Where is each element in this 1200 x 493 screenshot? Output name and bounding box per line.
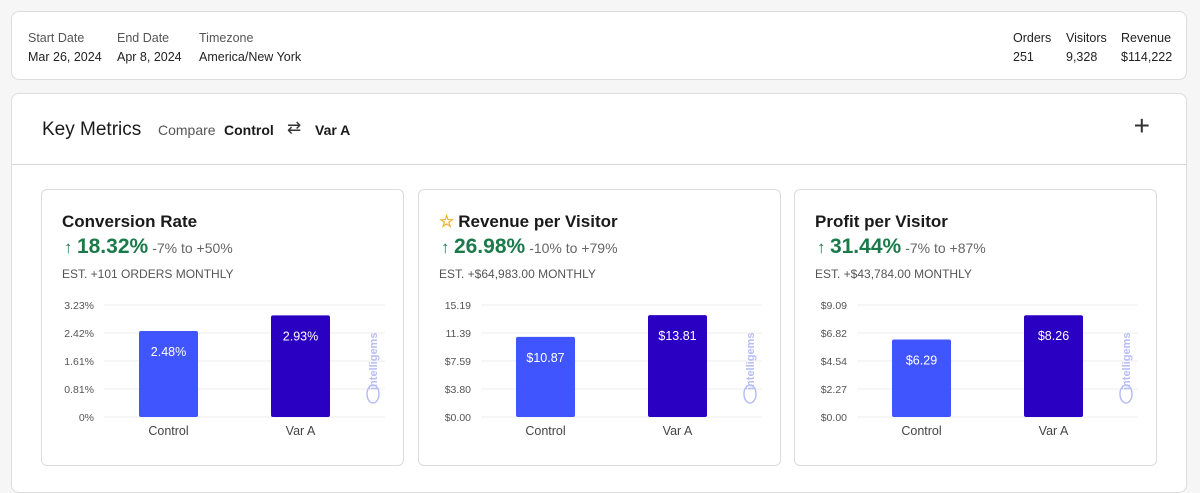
metric-title-text: Revenue per Visitor — [458, 212, 618, 231]
metric-title-text: Profit per Visitor — [815, 212, 948, 231]
y-tick-label: $6.82 — [821, 328, 847, 340]
y-tick-label: $9.09 — [821, 300, 847, 312]
data-label: $13.81 — [658, 329, 696, 343]
y-tick-label: $0.00 — [821, 412, 847, 424]
arrow-up-icon: ↑ — [64, 238, 73, 257]
bar — [892, 339, 951, 417]
confidence-range: -7% to +50% — [152, 240, 233, 256]
bar — [271, 315, 330, 417]
data-label: 2.93% — [283, 329, 318, 343]
summary-bar: Start Date Mar 26, 2024 End Date Apr 8, 20… — [11, 11, 1187, 80]
metric-card: ☆ Revenue per Visitor ↑ 26.98% -10% to +79… — [418, 189, 781, 466]
y-tick-label: $0.00 — [445, 412, 471, 424]
metric-title: Profit per Visitor — [815, 212, 948, 232]
logo-text: intelligems — [1121, 333, 1133, 390]
y-tick-label: 11.39 — [446, 328, 472, 340]
bar — [648, 315, 707, 417]
bar — [139, 331, 198, 417]
compare-variant[interactable]: Var A — [315, 122, 351, 138]
metric-title: ☆ Revenue per Visitor — [439, 212, 618, 232]
x-tick-label: Var A — [286, 424, 316, 438]
y-tick-label: $3.80 — [445, 384, 471, 396]
timezone: Timezone America/New York — [199, 31, 302, 64]
visitors-stat: Visitors 9,328 — [1066, 31, 1107, 64]
compare-label: Compare — [158, 122, 216, 138]
logo-icon — [1119, 384, 1133, 404]
arrow-up-icon: ↑ — [817, 238, 826, 257]
logo-text: intelligems — [368, 333, 380, 390]
lift: ↑ 31.44% -7% to +87% — [817, 235, 986, 259]
lift-value: 18.32% — [76, 235, 149, 258]
metric-card: Conversion Rate ↑ 18.32% -7% to +50% EST.… — [41, 189, 404, 466]
y-tick-label: 3.23% — [64, 300, 94, 312]
x-tick-label: Control — [148, 424, 188, 438]
y-tick-label: 1.61% — [64, 356, 94, 368]
logo-icon — [366, 384, 380, 404]
data-label: $6.29 — [906, 353, 937, 367]
bar-chart: $0.00 $3.80 $7.59 11.39 15.19 $10.87 Control $1… — [445, 300, 762, 438]
y-tick-label: 2.42% — [64, 328, 94, 340]
lift: ↑ 18.32% -7% to +50% — [64, 235, 233, 259]
monthly-estimate: EST. +101 ORDERS MONTHLY — [62, 267, 234, 281]
bar — [1024, 315, 1083, 417]
y-tick-label: 0% — [79, 412, 94, 424]
logo-icon — [743, 384, 757, 404]
data-label: 2.48% — [151, 345, 186, 359]
bar — [516, 336, 575, 417]
y-tick-label: 15.19 — [445, 300, 471, 312]
lift-value: 31.44% — [829, 235, 902, 258]
y-tick-label: $4.54 — [821, 356, 847, 368]
metric-card: Profit per Visitor ↑ 31.44% -7% to +87% E… — [794, 189, 1157, 466]
metric-title-text: Conversion Rate — [62, 212, 198, 231]
x-tick-label: Control — [525, 424, 565, 438]
x-tick-label: Var A — [663, 424, 693, 438]
data-label: $8.26 — [1038, 329, 1069, 343]
y-tick-label: $2.27 — [821, 384, 847, 396]
lift-value: 26.98% — [453, 235, 526, 258]
y-tick-label: $7.59 — [445, 356, 471, 368]
star-icon[interactable]: ☆ — [439, 212, 455, 231]
monthly-estimate: EST. +$64,983.00 MONTHLY — [439, 267, 596, 281]
x-tick-label: Control — [901, 424, 941, 438]
confidence-range: -10% to +79% — [529, 240, 618, 256]
logo-text: intelligems — [745, 333, 757, 390]
confidence-range: -7% to +87% — [905, 240, 986, 256]
add-metric-button[interactable]: + — [1133, 110, 1150, 141]
start-date: Start Date Mar 26, 2024 — [28, 31, 102, 64]
end-date: End Date Apr 8, 2024 — [117, 31, 182, 64]
y-tick-label: 0.81% — [64, 384, 94, 396]
monthly-estimate: EST. +$43,784.00 MONTHLY — [815, 267, 972, 281]
bar-chart: $0.00 $2.27 $4.54 $6.82 $9.09 $6.29 Control $8.… — [821, 300, 1138, 438]
swap-icon[interactable]: ⇄ — [287, 118, 302, 137]
compare-control[interactable]: Control — [224, 122, 274, 138]
x-tick-label: Var A — [1039, 424, 1069, 438]
key-metrics-header: Key Metrics Compare Control ⇄ Var A + — [12, 94, 1186, 165]
arrow-up-icon: ↑ — [441, 238, 450, 257]
metric-title: Conversion Rate — [62, 212, 197, 232]
section-title: Key Metrics — [42, 119, 142, 140]
bar-chart: 0% 0.81% 1.61% 2.42% 3.23% 2.48% Control 2.93% V… — [64, 300, 385, 438]
lift: ↑ 26.98% -10% to +79% — [441, 235, 618, 259]
data-label: $10.87 — [526, 351, 564, 365]
orders-stat: Orders 251 — [1013, 31, 1052, 64]
revenue-stat: Revenue $114,222 — [1121, 31, 1173, 64]
